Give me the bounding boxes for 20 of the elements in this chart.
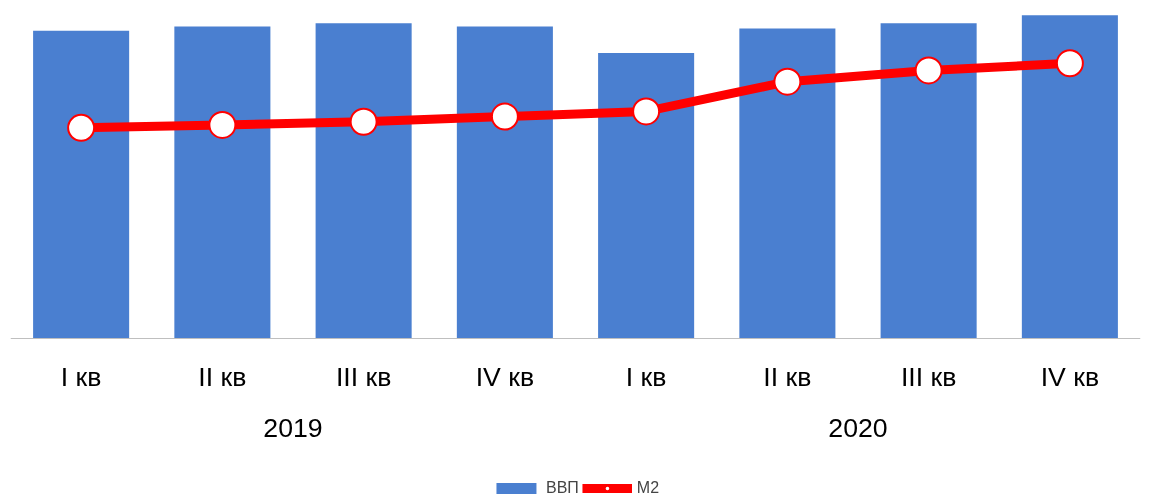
x-tick-label: IV кв	[1040, 362, 1100, 393]
x-tick-label: I кв	[625, 362, 667, 393]
text: 2019	[263, 413, 323, 444]
x-tick-label: II кв	[198, 362, 247, 393]
point	[67, 113, 96, 142]
point	[914, 56, 943, 85]
x-tick-label: II кв	[763, 362, 812, 393]
x-tick-label: III кв	[900, 362, 957, 393]
x-tick-label: IV кв	[475, 362, 535, 393]
x-tick-label: III кв	[335, 362, 392, 393]
point	[490, 102, 519, 131]
point	[632, 97, 661, 126]
legend-label: ВВП	[545, 479, 579, 497]
text: 2020	[828, 413, 888, 444]
x-tick-label: I кв	[60, 362, 102, 393]
point	[349, 107, 378, 136]
point	[1055, 49, 1084, 78]
point	[208, 110, 237, 139]
point	[773, 67, 802, 96]
legend-label: М2	[636, 479, 660, 497]
